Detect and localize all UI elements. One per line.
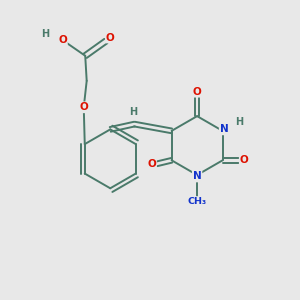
Text: CH₃: CH₃ [188,197,207,206]
Text: H: H [235,117,243,127]
Text: N: N [193,172,202,182]
Text: O: O [240,155,248,165]
Text: O: O [106,32,115,43]
Text: O: O [147,159,156,170]
Text: N: N [220,124,229,134]
Text: H: H [129,107,137,117]
Text: O: O [193,87,202,97]
Text: O: O [80,102,88,112]
Text: H: H [41,29,50,39]
Text: O: O [58,35,67,45]
